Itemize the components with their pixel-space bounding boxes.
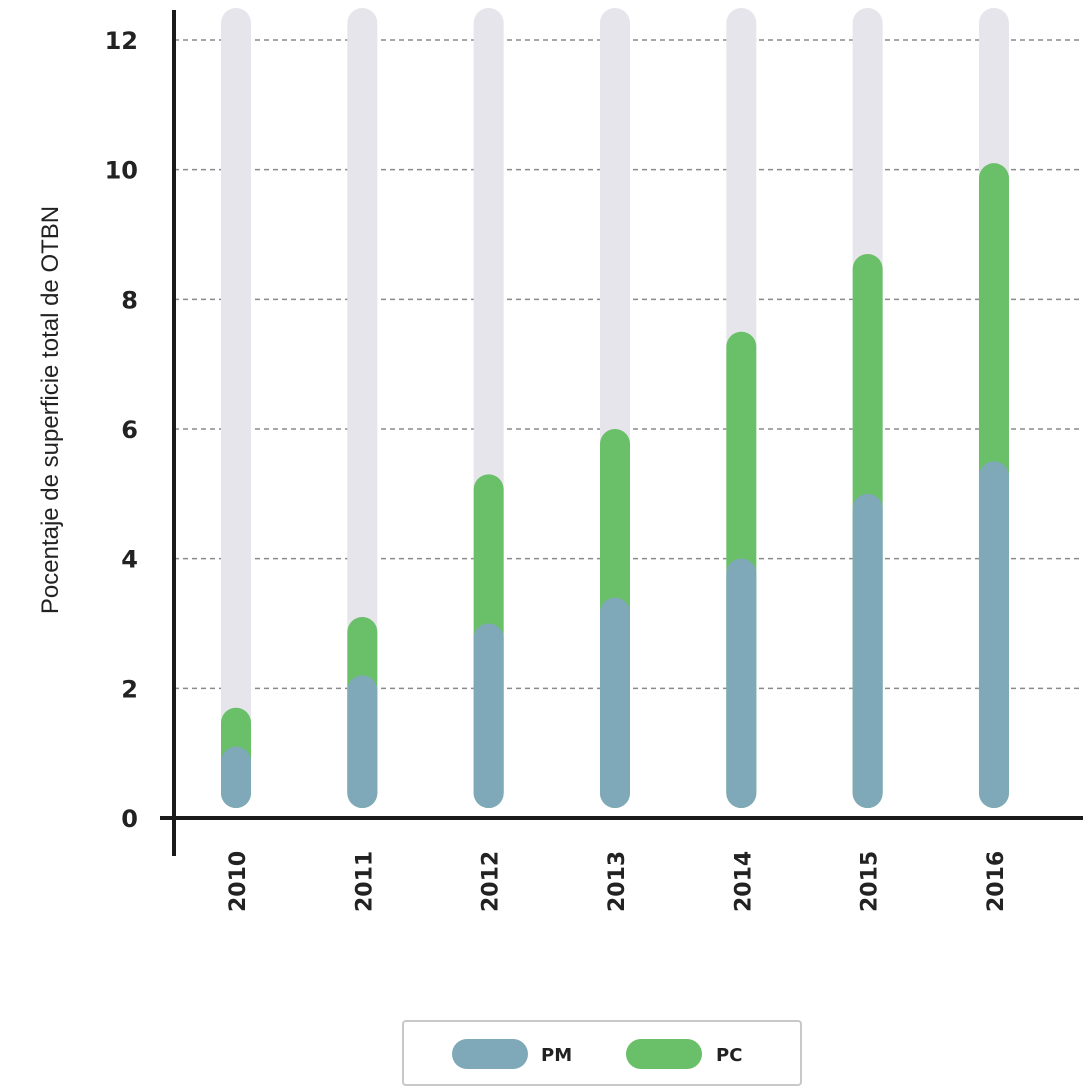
bars — [221, 163, 1009, 808]
legend-label: PC — [716, 1045, 742, 1066]
y-tick-label: 6 — [121, 416, 138, 444]
x-tick-label: 2011 — [352, 851, 377, 912]
x-tick-label: 2010 — [226, 851, 251, 912]
x-tick-label: 2014 — [731, 851, 756, 912]
legend: PM PC — [402, 1020, 802, 1086]
y-tick-labels: 0 2 4 6 8 10 12 — [105, 27, 138, 833]
bar-track — [347, 8, 378, 808]
x-tick-label: 2016 — [984, 851, 1009, 912]
y-tick-label: 4 — [121, 546, 138, 574]
y-tick-label: 0 — [121, 805, 138, 833]
legend-swatch — [626, 1039, 702, 1069]
bar-track — [221, 8, 251, 808]
y-tick-label: 10 — [105, 157, 138, 185]
x-tick-labels: 2010 2011 2012 2013 2014 2015 2016 — [226, 851, 1009, 912]
x-tick-label: 2015 — [858, 851, 883, 912]
x-tick-label: 2012 — [479, 851, 504, 912]
bar-pm — [347, 675, 378, 808]
bar-pm — [978, 461, 1009, 808]
bar-pm — [473, 623, 504, 808]
y-tick-label: 2 — [121, 675, 138, 703]
bar-pm — [599, 597, 630, 808]
bar-pm — [221, 746, 251, 808]
x-tick-label: 2013 — [605, 851, 630, 912]
y-tick-label: 8 — [121, 286, 138, 314]
bar-pm — [852, 493, 883, 808]
legend-swatch — [452, 1039, 528, 1069]
y-tick-label: 12 — [105, 27, 138, 55]
legend-label: PM — [541, 1045, 572, 1066]
bar-pm — [726, 558, 757, 808]
y-axis-title: Pocentaje de superficie total de OTBN — [37, 206, 64, 614]
